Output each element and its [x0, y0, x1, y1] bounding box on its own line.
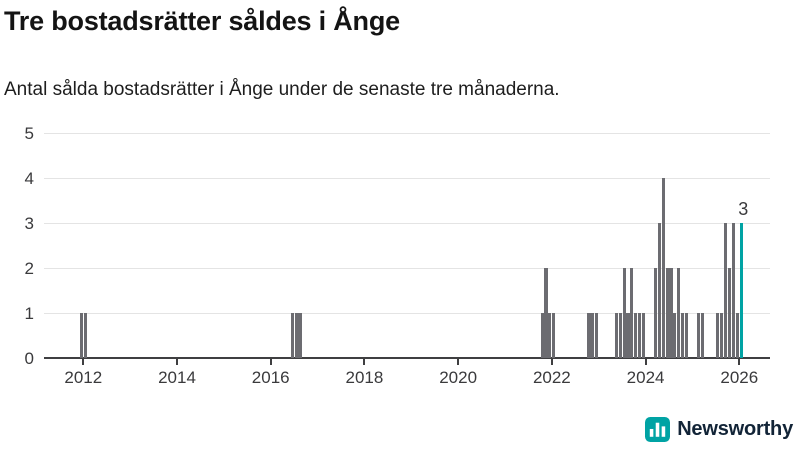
bar-value-annotation: 3 — [738, 199, 749, 219]
bar-2016-08 — [298, 313, 302, 358]
bar-2024-09 — [677, 268, 681, 358]
bar-2023-06 — [618, 313, 622, 358]
bar-2024-08 — [673, 313, 677, 358]
gridline-y-5 — [44, 132, 770, 134]
bar-2024-03 — [653, 268, 657, 358]
bar-2024-04 — [657, 223, 661, 358]
bar-2025-09 — [724, 223, 728, 358]
bar-2023-07 — [622, 268, 626, 358]
y-axis-label-4: 4 — [24, 169, 34, 188]
bar-2022-11 — [591, 313, 595, 358]
y-axis-label-3: 3 — [24, 214, 34, 233]
bar-2023-12 — [642, 313, 646, 358]
x-axis-label-2016: 2016 — [251, 368, 290, 387]
bar-2025-10 — [727, 268, 732, 358]
x-axis-tick-2018 — [363, 359, 366, 365]
bar-2025-03 — [700, 313, 704, 358]
bar-2024-11 — [685, 313, 689, 358]
bar-2023-05 — [614, 313, 618, 358]
bar-2025-11 — [731, 223, 735, 358]
x-axis-tick-2022 — [550, 359, 553, 365]
bar-2011-12 — [79, 313, 83, 358]
bar-2023-08 — [626, 313, 630, 358]
x-axis-label-2020: 2020 — [439, 368, 478, 387]
bar-2012-01 — [83, 313, 87, 358]
x-axis-label-2026: 2026 — [720, 368, 759, 387]
bar-2025-12 — [735, 313, 739, 358]
bar-2022-10 — [587, 313, 591, 358]
bar-2022-12 — [595, 313, 599, 358]
y-axis-label-5: 5 — [24, 124, 34, 143]
y-axis-label-2: 2 — [24, 259, 34, 278]
bar-2021-11 — [544, 268, 548, 358]
chart-title: Tre bostadsrätter såldes i Ånge — [4, 6, 400, 36]
bar-2024-07 — [669, 268, 673, 358]
bar-2024-05 — [661, 178, 665, 358]
bar-2025-02 — [696, 313, 700, 358]
x-axis-tick-2012 — [82, 359, 85, 365]
bar-2025-07 — [716, 313, 720, 358]
bar-2016-07 — [294, 313, 298, 358]
newsworthy-logo-icon — [645, 417, 671, 442]
x-axis-tick-2026 — [738, 359, 741, 365]
bar-2021-10 — [540, 313, 544, 358]
bar-2025-08 — [720, 313, 724, 358]
x-axis-line — [44, 357, 770, 359]
gridline-y-3 — [44, 222, 770, 224]
x-axis-label-2018: 2018 — [345, 368, 384, 387]
x-axis-tick-2014 — [176, 359, 178, 365]
gridline-y-4 — [44, 177, 770, 179]
x-axis-tick-2016 — [269, 359, 272, 365]
x-axis-label-2012: 2012 — [64, 368, 103, 387]
chart-subtitle: Antal sålda bostadsrätter i Ånge under d… — [4, 79, 560, 100]
bar-2016-06 — [290, 313, 294, 358]
bar-2023-10 — [634, 313, 638, 358]
bar-2026-01 — [739, 223, 743, 358]
bar-2023-09 — [630, 268, 634, 358]
bar-2023-11 — [638, 313, 642, 358]
gridline-y-2 — [44, 267, 770, 269]
x-axis-label-2022: 2022 — [532, 368, 571, 387]
bar-2024-10 — [681, 313, 685, 358]
x-axis-tick-2020 — [457, 359, 460, 365]
x-axis-label-2024: 2024 — [626, 368, 665, 387]
gridline-y-1 — [44, 312, 770, 314]
bar-2022-01 — [552, 313, 556, 358]
newsworthy-logo: Newsworthy — [645, 417, 793, 442]
y-axis-label-0: 0 — [24, 349, 34, 368]
x-axis-label-2014: 2014 — [158, 368, 196, 387]
y-axis-label-1: 1 — [24, 304, 34, 323]
newsworthy-logo-text: Newsworthy — [677, 418, 793, 440]
bar-2021-12 — [548, 313, 552, 358]
x-axis-tick-2024 — [644, 359, 647, 365]
bar-2024-06 — [665, 268, 669, 358]
